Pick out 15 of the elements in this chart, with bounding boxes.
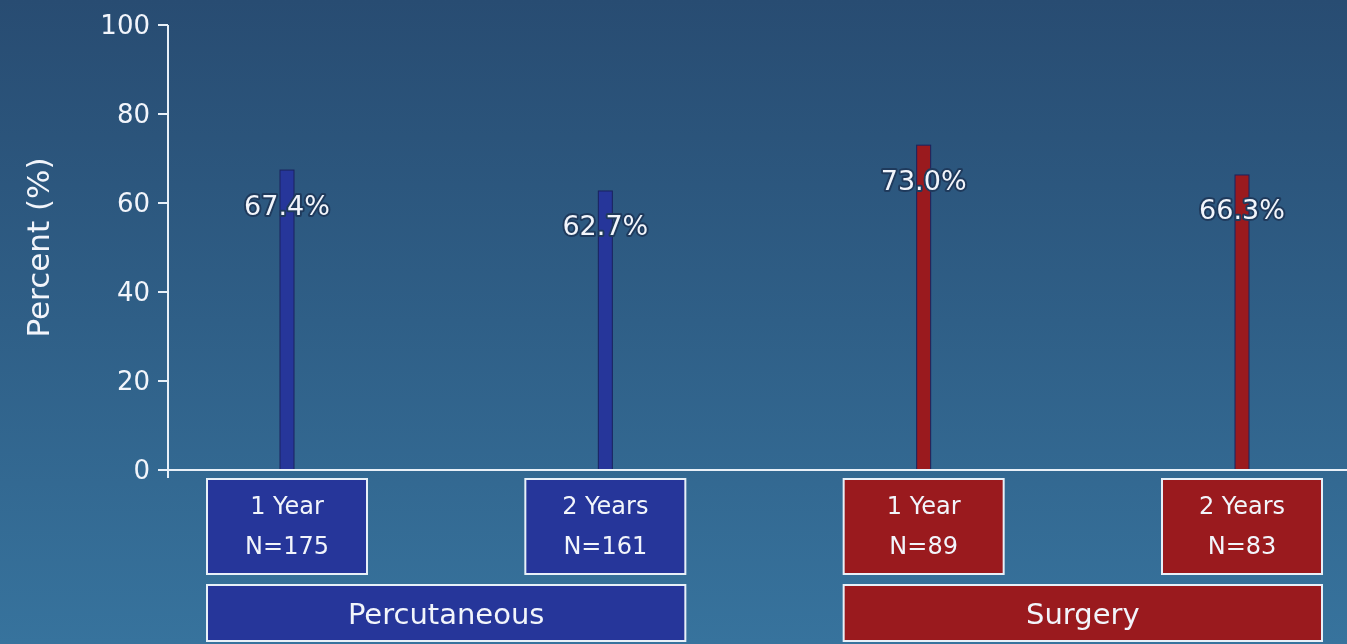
y-axis-title: Percent (%) <box>20 157 56 338</box>
text: Percutaneous <box>347 597 545 631</box>
y-tick-label: 40 <box>116 277 150 307</box>
x-tick-label: 1 Year N=175 <box>245 492 329 560</box>
y-tick-label: 80 <box>116 99 150 129</box>
text: Surgery <box>1026 597 1140 631</box>
y-tick-label: 20 <box>116 366 150 396</box>
x-tick-label: 2 Years N=83 <box>1198 492 1286 560</box>
data-label: 62.7% <box>562 210 649 242</box>
x-tick-label: 2 Years N=161 <box>562 492 649 560</box>
y-tick-label: 60 <box>116 188 150 218</box>
x-tick-label: 1 Year N=89 <box>886 492 961 560</box>
y-tick-label: 0 <box>133 455 150 485</box>
data-label: 67.4% <box>244 189 330 221</box>
y-tick-label: 100 <box>100 10 150 40</box>
